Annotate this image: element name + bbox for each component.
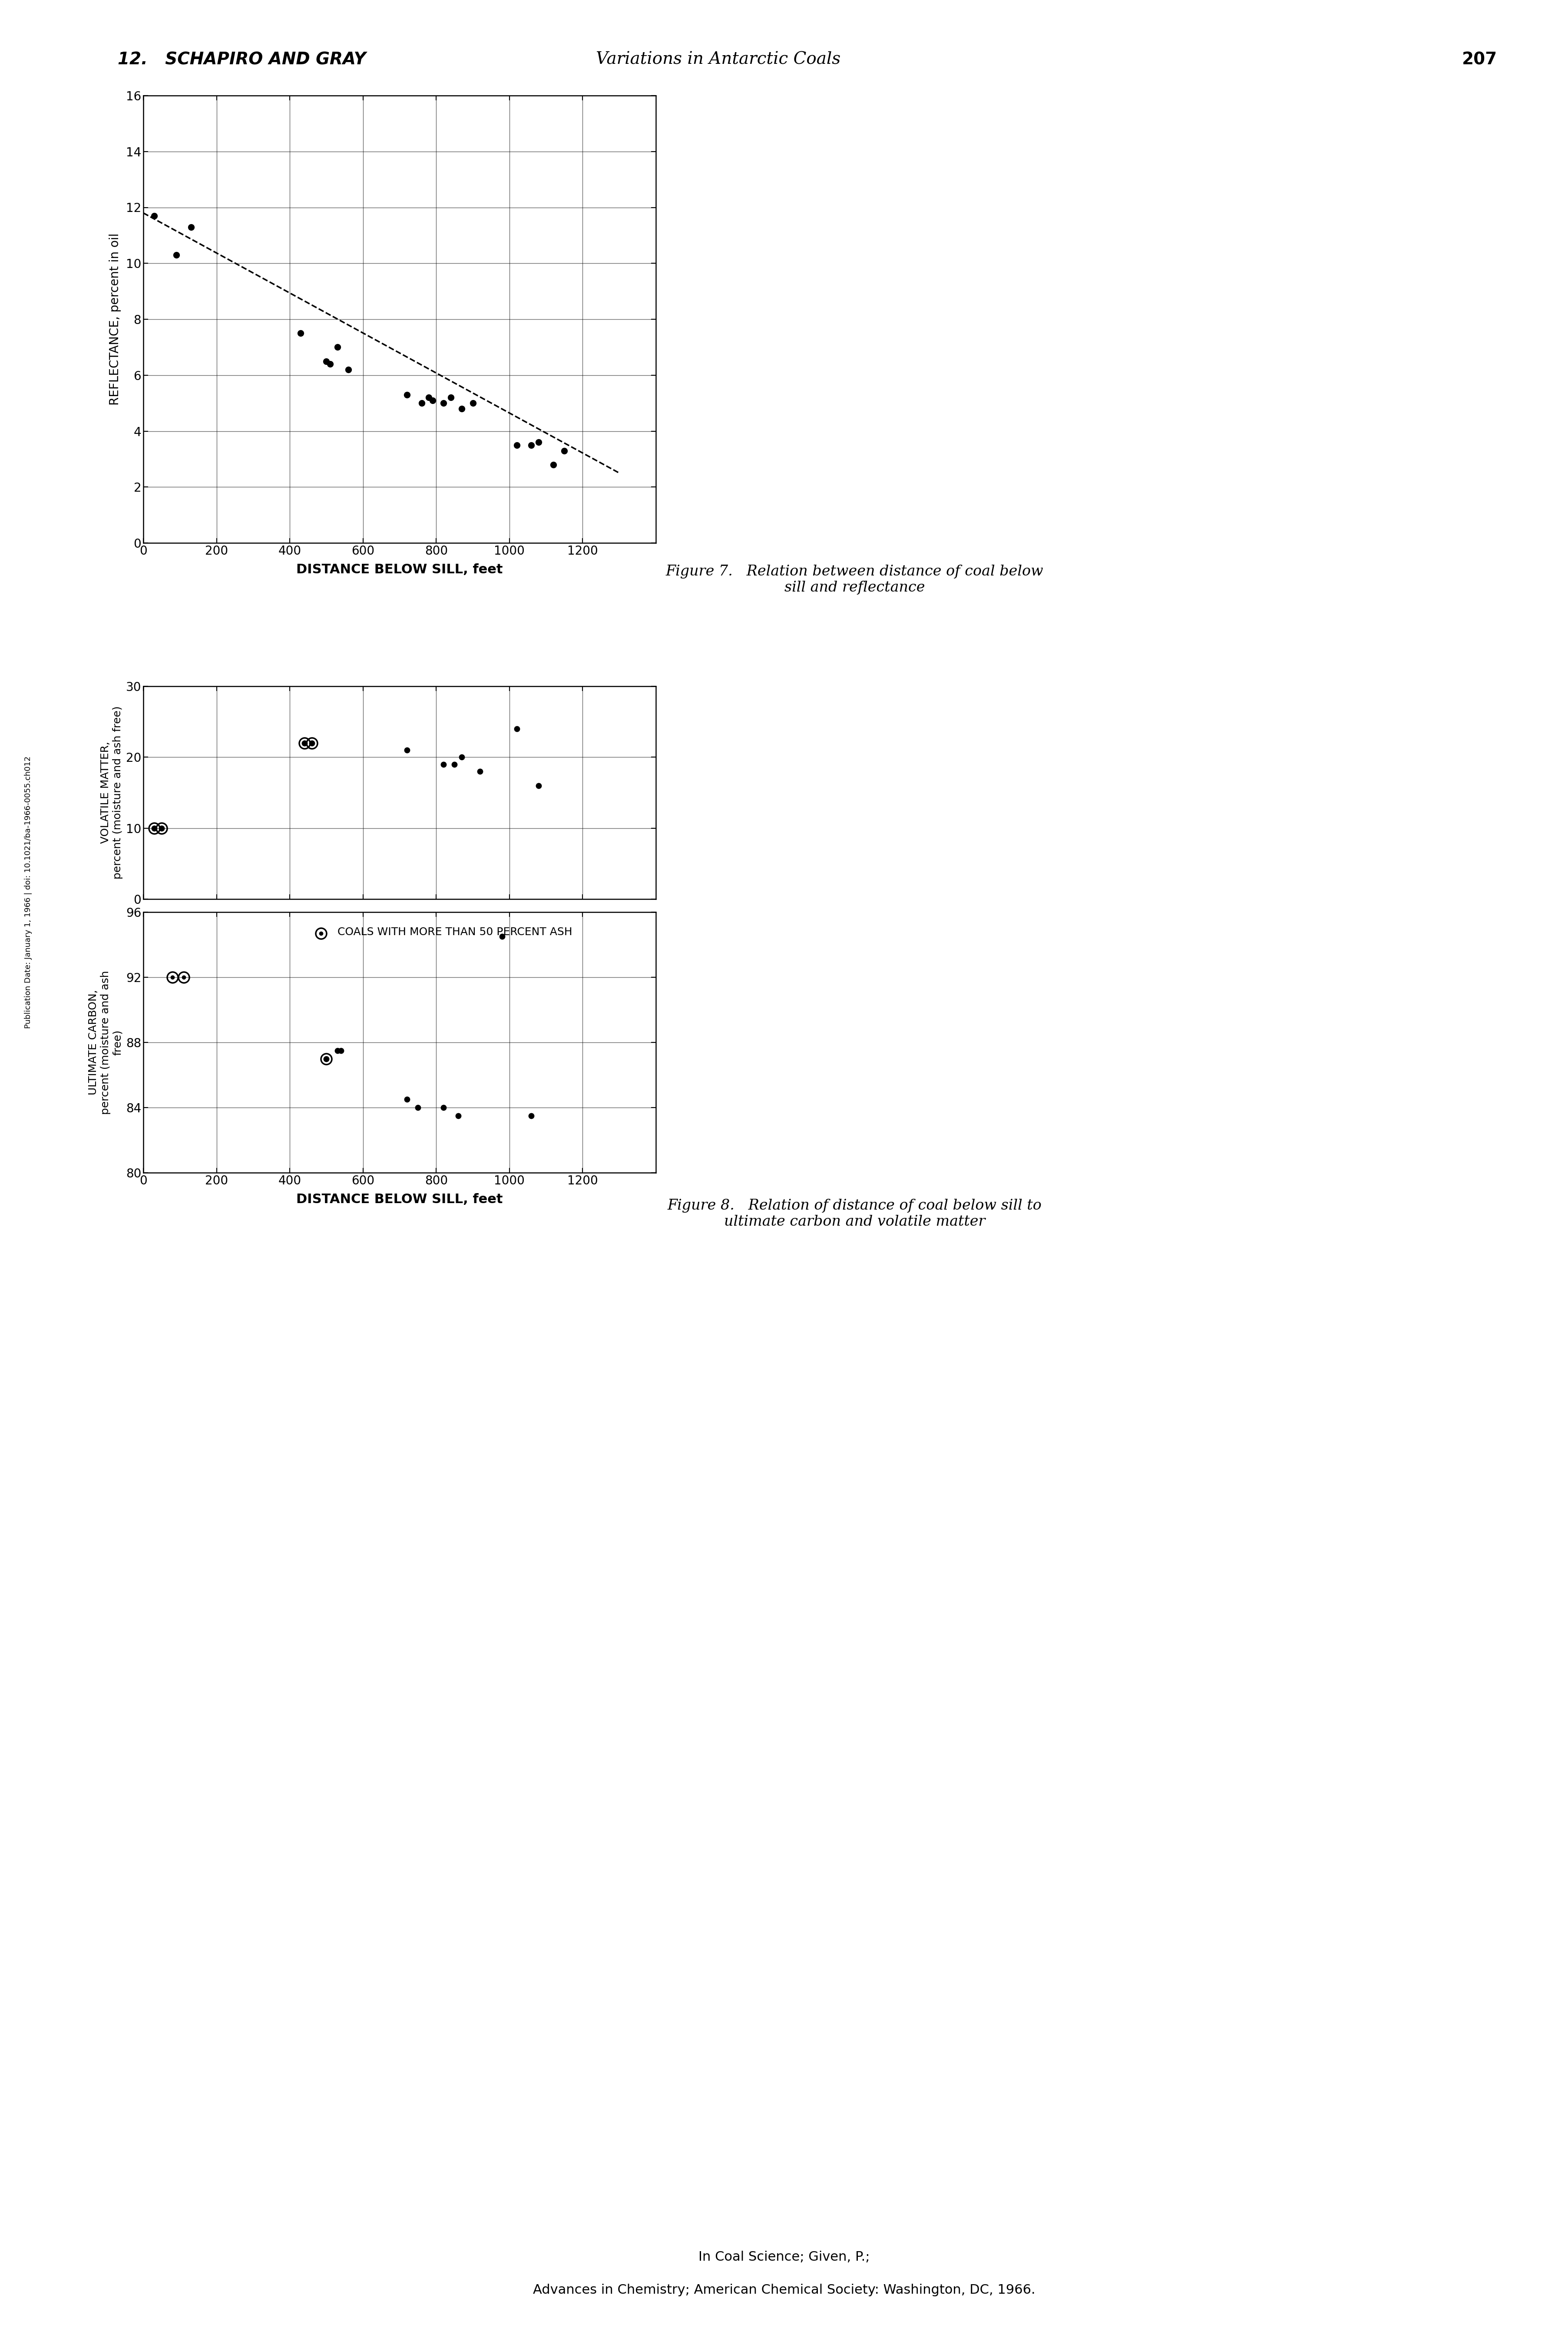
Text: Publication Date: January 1, 1966 | doi: 10.1021/ba-1966-0055.ch012: Publication Date: January 1, 1966 | doi:…: [25, 756, 31, 1028]
Point: [163, 237, 188, 275]
Text: Variations in Antarctic Coals: Variations in Antarctic Coals: [596, 52, 840, 68]
Y-axis label: REFLECTANCE, percent in oil: REFLECTANCE, percent in oil: [108, 232, 121, 406]
Point: [431, 1089, 456, 1127]
Point: [325, 1031, 350, 1068]
Text: 12.   SCHAPIRO AND GRAY: 12. SCHAPIRO AND GRAY: [118, 52, 365, 68]
Point: [505, 709, 530, 747]
Point: [527, 423, 552, 460]
Point: [450, 737, 475, 775]
Text: Figure 7.   Relation between distance of coal below
sill and reflectance: Figure 7. Relation between distance of c…: [666, 564, 1043, 594]
Point: [431, 385, 456, 423]
Point: [439, 378, 464, 416]
Point: [445, 1097, 470, 1134]
Point: [395, 730, 420, 768]
X-axis label: DISTANCE BELOW SILL, feet: DISTANCE BELOW SILL, feet: [296, 1193, 503, 1205]
Point: [505, 427, 530, 465]
Text: In Coal Science; Given, P.;: In Coal Science; Given, P.;: [698, 2252, 870, 2263]
Point: [314, 1040, 339, 1078]
Point: [179, 209, 204, 247]
Point: [420, 380, 445, 418]
Point: [431, 747, 456, 784]
Point: [317, 345, 342, 383]
Point: [489, 918, 514, 956]
Point: [141, 810, 166, 848]
Point: [519, 1097, 544, 1134]
Text: Figure 8.   Relation of distance of coal below sill to
ultimate carbon and volat: Figure 8. Relation of distance of coal b…: [668, 1200, 1041, 1228]
Point: [289, 315, 314, 352]
Point: [395, 376, 420, 413]
Y-axis label: ULTIMATE CARBON,
percent (moisture and ash
free): ULTIMATE CARBON, percent (moisture and a…: [88, 970, 122, 1115]
Text: COALS WITH MORE THAN 50 PERCENT ASH: COALS WITH MORE THAN 50 PERCENT ASH: [337, 927, 572, 937]
Point: [541, 446, 566, 484]
Point: [299, 723, 325, 761]
Point: [467, 754, 492, 791]
Point: [336, 350, 361, 387]
Point: [328, 1031, 353, 1068]
Point: [314, 343, 339, 380]
Point: [409, 385, 434, 423]
Point: [406, 1089, 431, 1127]
Point: [325, 329, 350, 366]
Text: 207: 207: [1461, 52, 1497, 68]
Point: [527, 768, 552, 805]
Point: [442, 747, 467, 784]
Point: [552, 432, 577, 470]
Point: [395, 1080, 420, 1118]
X-axis label: DISTANCE BELOW SILL, feet: DISTANCE BELOW SILL, feet: [296, 564, 503, 575]
Point: [461, 385, 486, 423]
Point: [519, 427, 544, 465]
Point: [141, 197, 166, 235]
Point: [417, 378, 442, 416]
Point: [292, 723, 317, 761]
Point: [450, 390, 475, 427]
Point: [149, 810, 174, 848]
Y-axis label: VOLATILE MATTER,
percent (moisture and ash free): VOLATILE MATTER, percent (moisture and a…: [100, 707, 122, 878]
Text: Advances in Chemistry; American Chemical Society: Washington, DC, 1966.: Advances in Chemistry; American Chemical…: [533, 2285, 1035, 2296]
